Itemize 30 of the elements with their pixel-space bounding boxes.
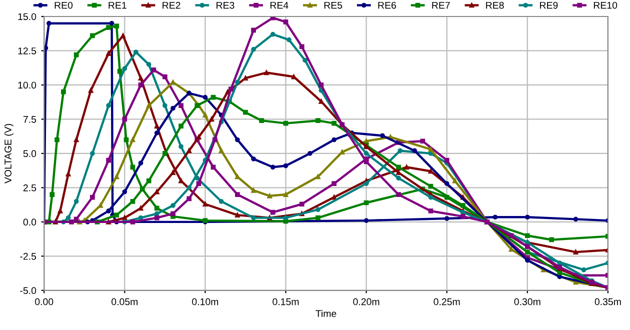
legend-label: RE3 — [216, 2, 234, 9]
legend-label: RE5 — [324, 2, 342, 9]
legend-label: RE7 — [432, 2, 450, 9]
x-tick-label: 0.20m — [353, 298, 380, 306]
x-tick-label: 0.30m — [514, 298, 540, 306]
legend-label: RE2 — [162, 2, 180, 9]
y-tick-label: 5.0 — [23, 150, 36, 158]
x-tick-label: 0.35m — [594, 298, 621, 306]
y-tick-label: -5.0 — [20, 287, 36, 294]
y-tick-label: 7.5 — [23, 116, 36, 123]
y-tick-label: 15.0 — [18, 13, 36, 20]
y-tick-label: 10.0 — [18, 82, 36, 89]
legend-label: RE0 — [54, 2, 73, 9]
y-tick-label: -2.5 — [20, 252, 36, 260]
legend-label: RE1 — [108, 2, 126, 9]
x-tick-label: 0.25m — [434, 298, 460, 306]
legend-label: RE10 — [594, 2, 618, 9]
x-tick-label: 0.10m — [192, 298, 218, 306]
legend-label: RE6 — [378, 2, 396, 9]
legend-label: RE9 — [540, 2, 558, 9]
x-tick-label: 0.00 — [35, 298, 54, 306]
y-tick-label: 0.0 — [23, 218, 36, 226]
y-tick-label: 2.5 — [23, 184, 36, 192]
x-tick-label: 0.15m — [272, 298, 299, 306]
x-tick-label: 0.05m — [112, 298, 138, 306]
y-tick-label: 12.5 — [18, 47, 36, 54]
y-axis-title: VOLTAGE (V) — [4, 124, 14, 184]
legend-label: RE4 — [270, 2, 288, 9]
legend-label: RE8 — [486, 2, 504, 9]
x-axis-title: Time — [316, 310, 336, 318]
